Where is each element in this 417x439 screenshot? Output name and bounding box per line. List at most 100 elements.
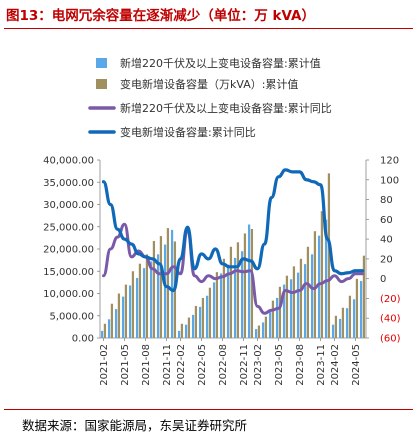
bar <box>296 272 300 338</box>
bar <box>180 323 184 338</box>
title-rule <box>4 28 413 29</box>
bar <box>352 299 356 338</box>
bar <box>194 305 198 338</box>
bar <box>152 240 156 338</box>
bar <box>310 254 314 338</box>
bar <box>215 272 219 338</box>
y-right-tick-label: 40 <box>380 235 393 246</box>
bar <box>184 324 188 338</box>
bar <box>243 233 247 338</box>
y-right-tick-label: 0 <box>380 274 386 285</box>
y-left-tick-label: 10,000.00 <box>43 289 94 300</box>
legend-item: 变电新增设备容量（万kVA）:累计值 <box>96 77 298 91</box>
bar <box>275 297 279 338</box>
legend-label: 新增220千伏及以上变电设备容量:累计值 <box>120 56 321 70</box>
bar <box>261 322 265 338</box>
source-note: 数据来源：国家能源局，东吴证券研究所 <box>22 418 248 433</box>
legend-item: 变电新增设备容量:累计同比 <box>88 125 256 139</box>
bar <box>135 277 139 338</box>
bar <box>170 229 174 338</box>
bar <box>121 296 125 338</box>
bar <box>142 268 146 338</box>
legend-label: 变电新增设备容量:累计同比 <box>120 125 256 139</box>
bar <box>355 278 359 338</box>
bar <box>289 279 293 338</box>
bar <box>285 275 289 338</box>
bar <box>306 246 310 338</box>
bar <box>341 307 345 338</box>
bar <box>250 228 254 338</box>
bar <box>110 303 114 338</box>
bar <box>324 219 328 338</box>
bar <box>103 323 107 338</box>
bar <box>271 300 275 338</box>
bar <box>107 319 111 338</box>
bar <box>278 286 282 338</box>
bar <box>264 316 268 338</box>
y-left-tick-label: 40,000.00 <box>43 156 94 167</box>
x-tick-label: 2022-08 <box>218 344 229 386</box>
y-left-tick-label: 15,000.00 <box>43 267 94 278</box>
legend-item: 新增220千伏及以上变电设备容量:累计同比 <box>88 101 332 115</box>
bar <box>138 263 142 338</box>
y-right-tick-label: (20) <box>380 294 401 305</box>
chart-legend: 新增220千伏及以上变电设备容量:累计值变电新增设备容量（万kVA）:累计值新增… <box>88 56 332 139</box>
x-tick-label: 2021-02 <box>99 344 110 386</box>
x-tick-label: 2024-02 <box>330 344 341 386</box>
y-right-tick-label: (40) <box>380 314 401 325</box>
figure-title: 图13：电网冗余容量在逐渐减少（单位：万 kVA） <box>6 8 315 24</box>
bar <box>362 255 366 338</box>
y-left-tick-label: 5,000.00 <box>49 311 94 322</box>
bar <box>236 242 240 338</box>
bar <box>359 281 363 338</box>
bar <box>299 258 303 338</box>
bar <box>247 224 251 338</box>
bar <box>149 261 153 338</box>
chart-svg: 新增220千伏及以上变电设备容量:累计值变电新增设备容量（万kVA）:累计值新增… <box>43 56 401 386</box>
bar <box>201 297 205 338</box>
bar <box>331 324 335 338</box>
bar <box>240 251 244 338</box>
x-tick-label: 2022-11 <box>239 344 250 386</box>
bar <box>177 330 181 338</box>
bar <box>198 306 202 338</box>
bar <box>166 228 170 338</box>
bar <box>317 235 321 338</box>
bar <box>114 309 118 338</box>
legend-label: 变电新增设备容量（万kVA）:累计值 <box>120 77 298 91</box>
bar <box>313 231 317 338</box>
bar <box>205 295 209 338</box>
bar <box>334 315 338 338</box>
series-line <box>101 168 365 293</box>
bar <box>191 314 195 338</box>
bar <box>233 257 237 338</box>
bar <box>268 309 272 338</box>
bar <box>131 271 135 338</box>
bar <box>187 317 191 338</box>
series-line <box>102 222 364 315</box>
bar <box>303 264 307 338</box>
bar <box>292 266 296 338</box>
y-left-tick-label: 30,000.00 <box>43 200 94 211</box>
bar <box>219 273 223 338</box>
bar <box>128 285 132 338</box>
y-right-tick-label: 20 <box>380 254 393 265</box>
bar <box>100 330 104 338</box>
bar <box>229 246 233 338</box>
y-left-tick-label: 20,000.00 <box>43 245 94 256</box>
bar <box>208 287 212 338</box>
bar <box>222 258 226 338</box>
bar <box>124 284 128 338</box>
y-right-tick-label: 80 <box>380 195 393 206</box>
bar <box>212 282 216 339</box>
y-right-tick-label: 100 <box>380 175 399 186</box>
x-tick-label: 2023-08 <box>295 344 306 386</box>
bar <box>338 318 342 338</box>
bar <box>156 254 160 338</box>
bar <box>257 325 261 338</box>
y-left-tick-label: 35,000.00 <box>43 178 94 189</box>
bar <box>254 329 258 338</box>
y-left-tick-label: 0.00 <box>72 334 94 345</box>
x-tick-label: 2023-02 <box>253 344 264 386</box>
bar <box>163 244 167 338</box>
